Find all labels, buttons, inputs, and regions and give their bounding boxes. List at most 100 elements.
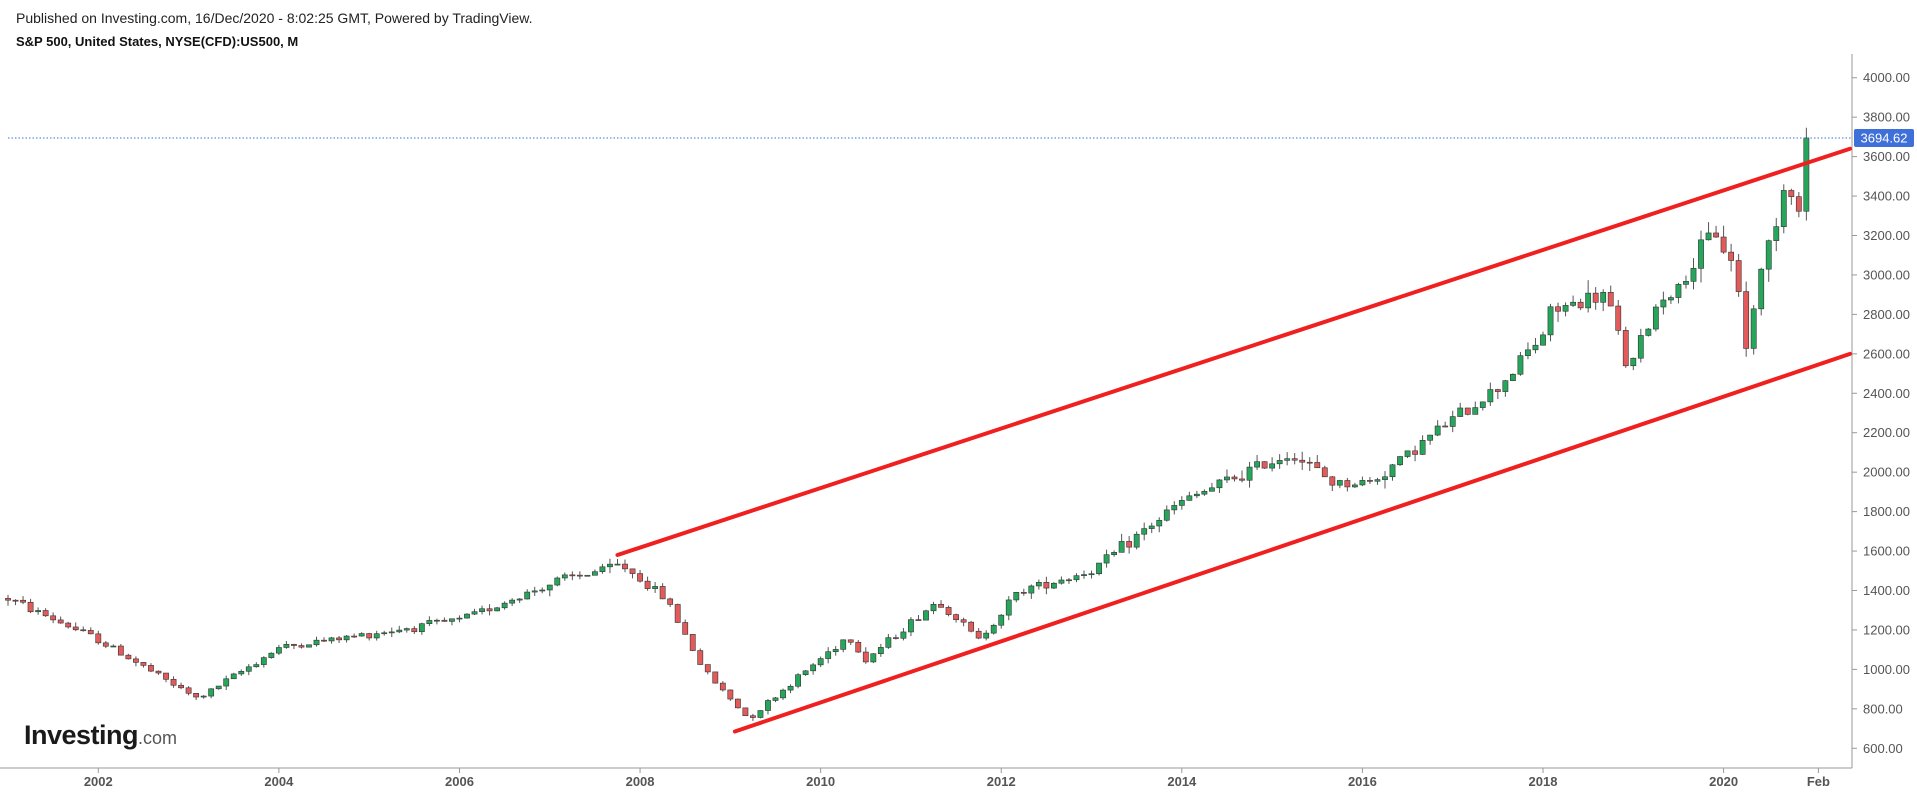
candle-up [1224,476,1230,481]
candle-down [441,619,448,622]
candle-down [193,693,200,698]
x-tick-label: 2010 [806,774,835,789]
candle-up [1540,334,1546,346]
trendlines[interactable] [615,146,1852,734]
candle-down [1344,480,1351,488]
candle-up [584,574,591,577]
candle-up [1780,190,1787,227]
candle-up [1472,407,1479,415]
candle-down [1239,478,1245,481]
candle-up [479,608,485,612]
candle-up [840,639,847,650]
x-tick-label: 2014 [1167,774,1197,789]
candle-down [938,603,944,608]
candle-down [366,633,373,639]
candle-up [1532,344,1539,351]
candle-up [464,613,470,619]
candle-down [1735,260,1742,292]
candle-down [629,568,636,574]
candle-up [599,566,606,572]
candle-up [1698,239,1704,269]
candle-down [892,637,899,639]
candle-up [1517,355,1524,375]
candle-up [283,644,290,648]
x-tick-label: 2020 [1709,774,1738,789]
logo-main: Investing [24,720,139,750]
candle-down [712,671,719,684]
candle-down [20,599,26,603]
symbol-title: S&P 500, United States, NYSE(CFD):US500,… [16,34,299,49]
candle-up [1359,480,1366,486]
candle-down [5,598,11,601]
candle-up [328,637,335,642]
candle-up [1336,480,1343,486]
candle-up [1051,582,1057,589]
candle-up [1096,562,1102,575]
candle-down [185,687,192,694]
candle-up [1193,493,1200,497]
candle-up [1148,525,1155,529]
y-tick-label: 3400.00 [1863,189,1910,204]
candle-down [667,598,674,605]
candle-up [313,639,320,646]
candle-up [652,586,659,589]
candle-up [306,644,312,648]
candle-up [1284,458,1291,461]
candle-down [659,586,666,600]
candle-up [1645,328,1652,336]
last-price-label: 3694.62 [1861,130,1908,145]
candle-down [1321,467,1328,478]
candle-up [1216,479,1223,489]
candle-up [607,563,613,568]
x-tick-label: 2012 [987,774,1016,789]
investing-logo: Investing.com [24,720,177,751]
candle-down [750,715,756,718]
y-tick-label: 800.00 [1863,701,1903,716]
candle-down [975,630,982,639]
candle-up [1449,416,1456,427]
candle-up [1419,440,1426,455]
candle-up [1547,306,1554,336]
candle-down [1442,425,1449,428]
candle-up [1141,528,1148,535]
candle-up [1276,460,1283,465]
candle-down [734,698,741,709]
candle-down [170,679,177,686]
candle-down [27,601,34,613]
candle-down [1314,462,1321,469]
candle-up [449,618,455,622]
candle-up [1111,552,1118,555]
candle-up [1088,573,1095,576]
candle-down [945,607,952,615]
candle-up [260,657,267,665]
candle-down [298,645,305,648]
candle-down [1412,450,1418,455]
candle-down [674,604,681,623]
candle-down [1126,541,1133,548]
candle-up [200,695,207,698]
candle-up [1035,582,1042,587]
x-tick-label: 2018 [1529,774,1558,789]
candle-down [1299,459,1306,463]
logo-suffix: .com [138,728,178,748]
candle-down [1261,461,1268,469]
candle-up [381,632,388,635]
y-axis: 600.00 800.00 1000.00 1200.00 1400.00 1600.00… [1851,54,1910,768]
candle-down [1329,476,1336,486]
candle-down [50,615,57,621]
y-tick-label: 4000.00 [1863,70,1910,85]
candle-up [268,652,275,658]
candle-up [1637,335,1644,359]
candle-up [1081,574,1087,576]
candle-up [614,563,621,566]
candle-down [1622,330,1629,367]
candle-up [780,689,786,699]
candle-up [983,632,990,639]
candle-down [1788,190,1795,197]
candle-up [230,673,237,680]
x-tick-label: 2008 [626,774,655,789]
candle-down [1231,476,1238,480]
y-tick-label: 1600.00 [1863,544,1910,559]
candle-down [1795,196,1802,212]
